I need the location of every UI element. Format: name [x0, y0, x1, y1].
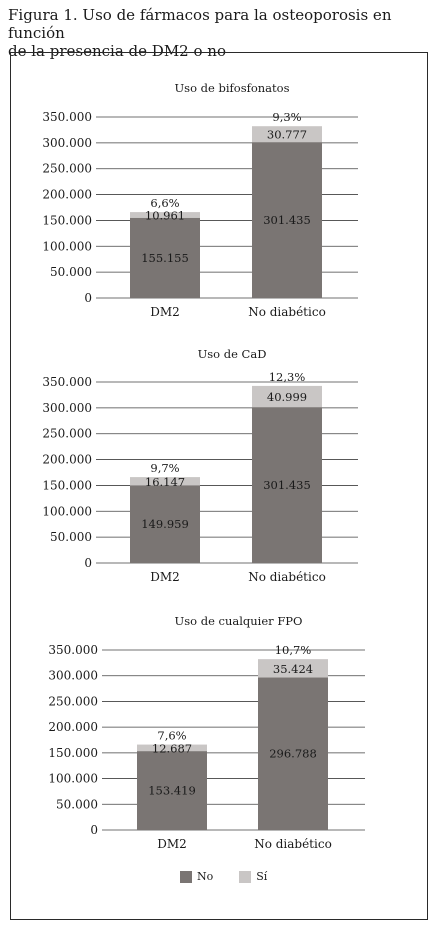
- bar-no: [130, 217, 200, 298]
- data-label-no: 155.155: [141, 251, 189, 265]
- percent-label: 12,3%: [269, 370, 306, 384]
- x-category-label: No diabético: [248, 305, 326, 319]
- data-label-si: 30.777: [267, 128, 307, 142]
- y-tick-label: 0: [84, 291, 92, 305]
- y-tick-label: 250.000: [42, 162, 92, 176]
- x-category-label: No diabético: [254, 837, 332, 851]
- legend: No Sí: [180, 870, 293, 883]
- bar-no: [258, 677, 328, 830]
- bar-no: [130, 485, 200, 563]
- data-label-si: 12.687: [152, 741, 192, 755]
- x-category-label: No diabético: [248, 570, 326, 584]
- y-tick-label: 150.000: [42, 478, 92, 492]
- y-tick-label: 350.000: [42, 375, 92, 389]
- legend-swatch-no: [180, 870, 192, 883]
- figure-title-line2: de la presencia de DM2 o no: [8, 42, 226, 60]
- y-tick-label: 250.000: [42, 427, 92, 441]
- legend-label-si: Sí: [256, 870, 268, 883]
- bar-no: [252, 142, 322, 298]
- y-tick-label: 0: [90, 823, 98, 837]
- y-tick-label: 350.000: [42, 110, 92, 124]
- bar-si: [130, 212, 200, 218]
- legend-item-no: No: [180, 870, 213, 883]
- y-tick-label: 0: [84, 556, 92, 570]
- chart-title: Uso de cualquier FPO: [175, 614, 303, 628]
- data-label-si: 10.961: [145, 208, 185, 222]
- y-tick-label: 150.000: [42, 213, 92, 227]
- y-tick-label: 100.000: [48, 772, 98, 786]
- data-label-no: 301.435: [263, 478, 311, 492]
- y-tick-label: 50.000: [56, 797, 98, 811]
- x-category-label: DM2: [157, 837, 187, 851]
- y-tick-label: 100.000: [42, 239, 92, 253]
- data-label-si: 35.424: [273, 662, 313, 676]
- bar-no: [137, 751, 207, 830]
- figure-title: Figura 1. Uso de fármacos para la osteop…: [8, 6, 433, 60]
- data-label-si: 40.999: [267, 390, 307, 404]
- y-tick-label: 150.000: [48, 746, 98, 760]
- y-tick-label: 50.000: [50, 265, 92, 279]
- y-tick-label: 300.000: [42, 136, 92, 150]
- figure-title-line1: Figura 1. Uso de fármacos para la osteop…: [8, 6, 392, 42]
- bar-si: [130, 477, 200, 486]
- y-tick-label: 100.000: [42, 504, 92, 518]
- x-category-label: DM2: [150, 305, 180, 319]
- data-label-no: 296.788: [269, 747, 317, 761]
- y-tick-label: 200.000: [42, 188, 92, 202]
- figure-frame: [10, 52, 428, 920]
- y-tick-label: 200.000: [42, 453, 92, 467]
- bar-si: [137, 744, 207, 752]
- y-tick-label: 50.000: [50, 530, 92, 544]
- legend-swatch-si: [239, 870, 252, 883]
- percent-label: 9,3%: [272, 110, 301, 124]
- legend-item-si: Sí: [239, 870, 267, 883]
- legend-label-no: No: [197, 870, 214, 883]
- y-tick-label: 350.000: [48, 643, 98, 657]
- y-tick-label: 300.000: [48, 669, 98, 683]
- chart-title: Uso de CaD: [198, 347, 267, 361]
- chart-title: Uso de bifosfonatos: [174, 81, 289, 95]
- y-tick-label: 200.000: [48, 720, 98, 734]
- x-category-label: DM2: [150, 570, 180, 584]
- data-label-no: 149.959: [141, 517, 189, 531]
- data-label-no: 301.435: [263, 213, 311, 227]
- percent-label: 7,6%: [157, 729, 186, 743]
- bar-si: [258, 659, 328, 678]
- data-label-no: 153.419: [148, 784, 196, 798]
- bar-no: [252, 407, 322, 563]
- y-tick-label: 250.000: [48, 694, 98, 708]
- percent-label: 6,6%: [150, 196, 179, 210]
- bar-si: [252, 385, 322, 408]
- bar-si: [252, 126, 322, 143]
- percent-label: 10,7%: [275, 643, 312, 657]
- percent-label: 9,7%: [150, 461, 179, 475]
- y-tick-label: 300.000: [42, 401, 92, 415]
- data-label-si: 16.147: [145, 475, 185, 489]
